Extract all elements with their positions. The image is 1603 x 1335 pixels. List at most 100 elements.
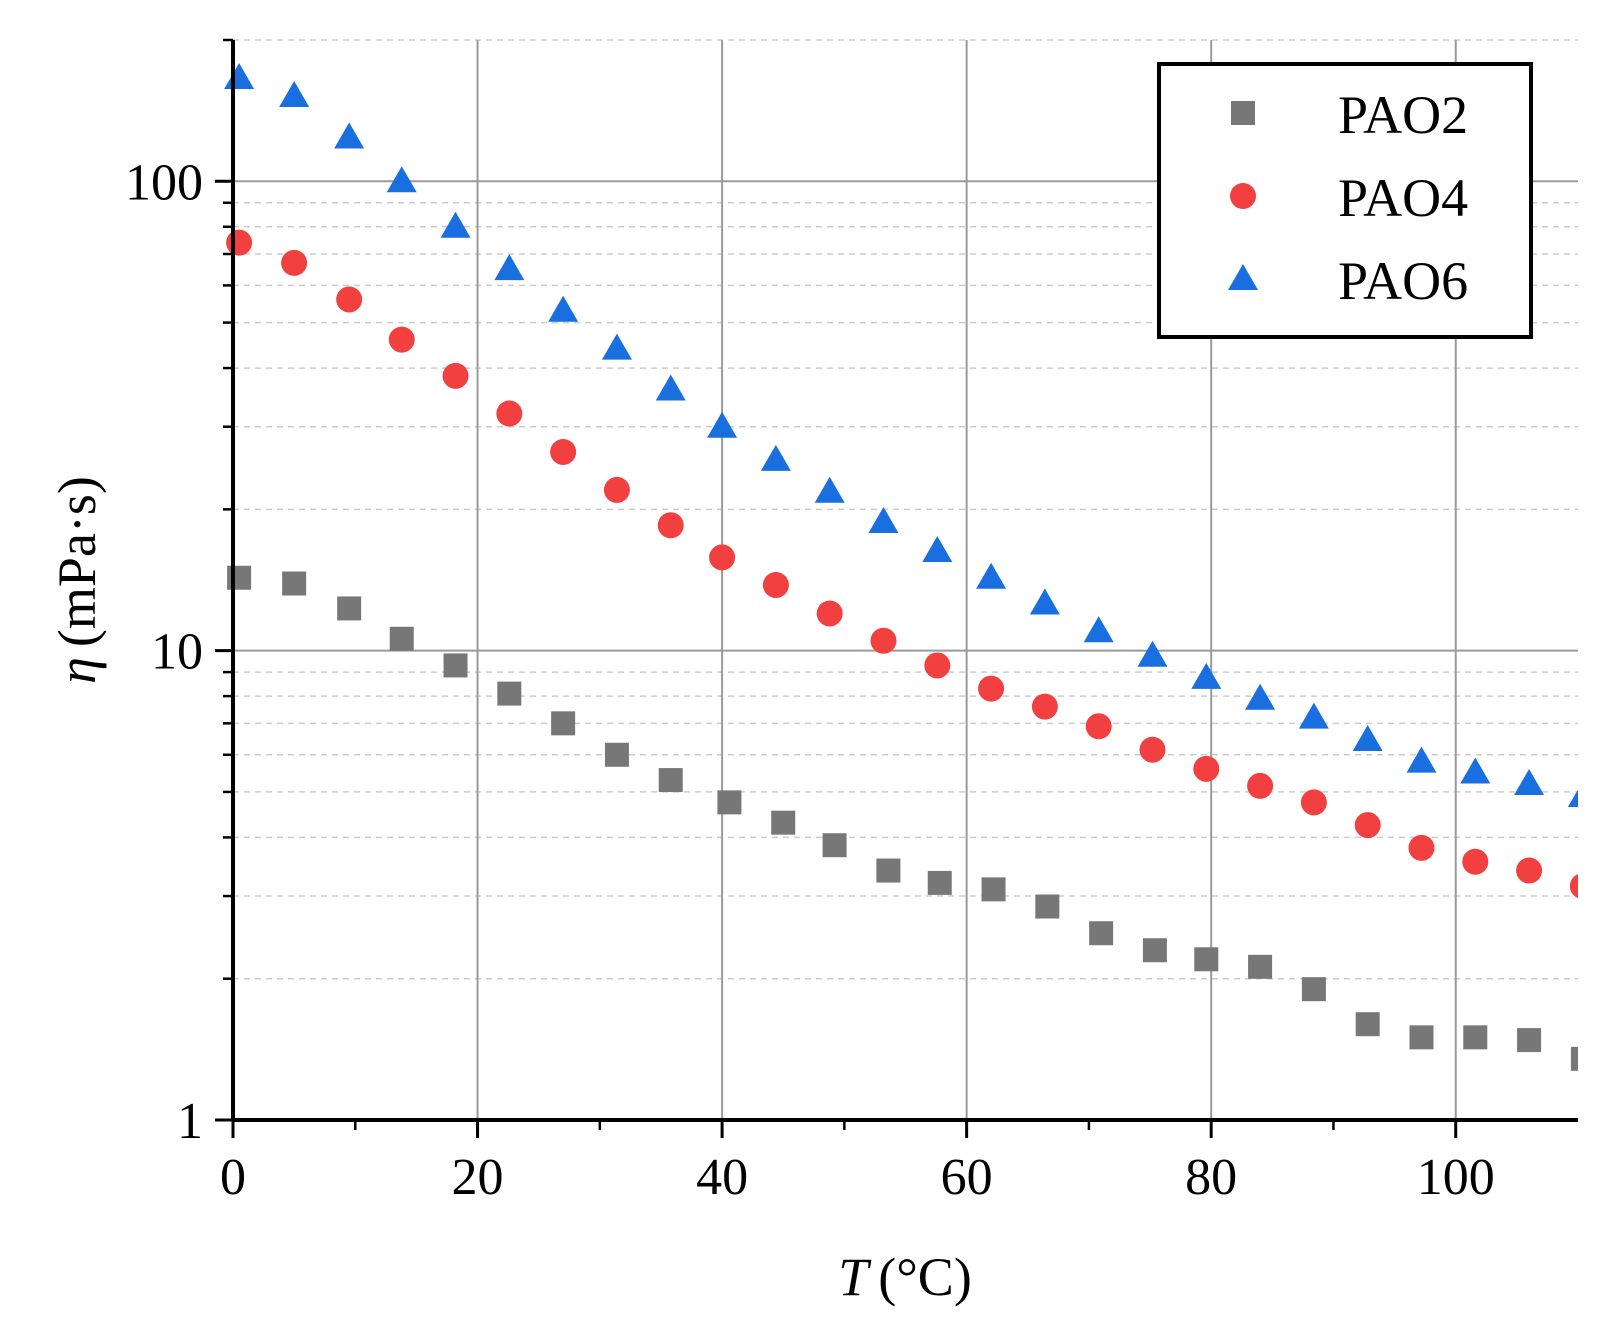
pao2-point	[551, 711, 576, 736]
minor-grid	[233, 39, 1578, 980]
pao6-point	[279, 80, 310, 107]
y-tick-label: 10	[151, 624, 203, 681]
legend-label: PAO2	[1338, 85, 1468, 145]
pao2-point	[927, 870, 952, 895]
pao6-point	[548, 295, 579, 322]
x-tick-label: 0	[220, 1149, 246, 1206]
pao4-point	[603, 476, 630, 503]
pao6-point	[814, 476, 845, 503]
pao6-point	[601, 333, 632, 360]
pao4-point	[388, 326, 415, 353]
legend-label: PAO4	[1338, 168, 1468, 228]
pao6-point	[1083, 616, 1114, 643]
pao4-point	[709, 544, 736, 571]
pao6-point	[707, 411, 738, 438]
series-pao6	[224, 62, 1578, 808]
pao4-point	[1569, 874, 1578, 899]
pao2-point	[443, 653, 468, 678]
pao2-point	[1301, 977, 1326, 1002]
pao6-point	[494, 254, 525, 281]
pao4-point	[762, 571, 789, 598]
pao2-point	[1570, 1046, 1578, 1071]
pao6-point	[1460, 757, 1491, 784]
pao6-point	[1406, 746, 1437, 773]
pao4-point	[550, 438, 577, 465]
pao2-point	[1463, 1025, 1488, 1050]
pao6-point	[1191, 662, 1222, 689]
pao6-point	[760, 444, 791, 471]
y-tick-label: 1	[177, 1093, 203, 1150]
pao4-point	[1408, 834, 1435, 861]
pao4-point	[816, 600, 843, 627]
pao2-point	[981, 877, 1006, 902]
axis-lines	[231, 40, 1578, 1122]
pao4-point	[870, 627, 897, 654]
pao6-point	[440, 211, 471, 238]
pao6-point	[1137, 640, 1168, 667]
pao6-point	[1514, 768, 1545, 795]
data-series	[224, 62, 1578, 1071]
pao6-point	[655, 374, 686, 401]
x-axis-title: T (°C)	[838, 1247, 972, 1307]
legend-item-pao4: PAO4	[1230, 168, 1468, 228]
x-tick-label: 40	[696, 1149, 748, 1206]
pao4-point	[496, 400, 523, 427]
x-tick-label: 80	[1185, 1149, 1237, 1206]
axis-tick-labels: 0 20 40 60 80 100 1 10 100	[125, 154, 1495, 1206]
axis-ticks	[215, 38, 1458, 1138]
pao4-point	[1247, 772, 1274, 799]
series-pao2	[227, 565, 1578, 1071]
pao6-point	[976, 562, 1007, 589]
legend-box	[1157, 62, 1533, 339]
pao6-point	[922, 536, 953, 563]
legend-marker-pao6	[1228, 264, 1258, 290]
pao2-point	[1355, 1012, 1380, 1037]
pao4-point	[657, 512, 684, 539]
pao2-point	[876, 858, 901, 883]
pao6-point	[1567, 789, 1578, 808]
pao4-point	[1193, 755, 1220, 782]
x-tick-label: 100	[1417, 1149, 1495, 1206]
pao2-point	[1035, 894, 1060, 919]
pao2-point	[658, 768, 683, 793]
pao6-point	[1245, 683, 1276, 710]
pao4-point	[924, 652, 951, 679]
pao6-point	[224, 62, 255, 89]
x-tick-label: 20	[452, 1149, 504, 1206]
pao2-point	[282, 571, 307, 596]
pao2-point	[337, 596, 362, 621]
pao2-point	[822, 833, 847, 858]
pao2-point	[1089, 921, 1114, 946]
pao4-point	[1139, 736, 1166, 763]
pao6-point	[868, 506, 899, 533]
pao2-point	[389, 626, 414, 651]
pao4-point	[1085, 713, 1112, 740]
pao2-point	[1194, 947, 1219, 972]
pao6-point	[386, 166, 417, 193]
legend-marker-pao2	[1231, 101, 1255, 125]
pao4-point	[226, 229, 253, 256]
pao4-point	[1516, 857, 1543, 884]
x-tick-label: 60	[941, 1149, 993, 1206]
y-axis-title: η(mPa·s)	[47, 476, 107, 684]
pao6-point	[1298, 702, 1329, 729]
legend-item-pao6: PAO6	[1228, 251, 1468, 311]
pao6-point	[1352, 725, 1383, 752]
pao2-point	[227, 565, 252, 590]
pao2-point	[1409, 1025, 1434, 1050]
legend-item-pao2: PAO2	[1231, 85, 1468, 145]
pao6-point	[1029, 588, 1060, 615]
pao2-point	[717, 790, 742, 815]
pao2-point	[497, 681, 522, 706]
legend-label: PAO6	[1338, 251, 1468, 311]
pao2-point	[604, 742, 629, 767]
pao4-point	[978, 675, 1005, 702]
pao4-point	[1462, 848, 1489, 875]
pao4-point	[442, 362, 469, 389]
pao4-point	[1031, 693, 1058, 720]
pao6-point	[334, 122, 365, 149]
pao2-point	[771, 810, 796, 835]
pao2-point	[1517, 1028, 1542, 1053]
pao4-point	[1354, 812, 1381, 839]
pao4-point	[281, 249, 308, 276]
